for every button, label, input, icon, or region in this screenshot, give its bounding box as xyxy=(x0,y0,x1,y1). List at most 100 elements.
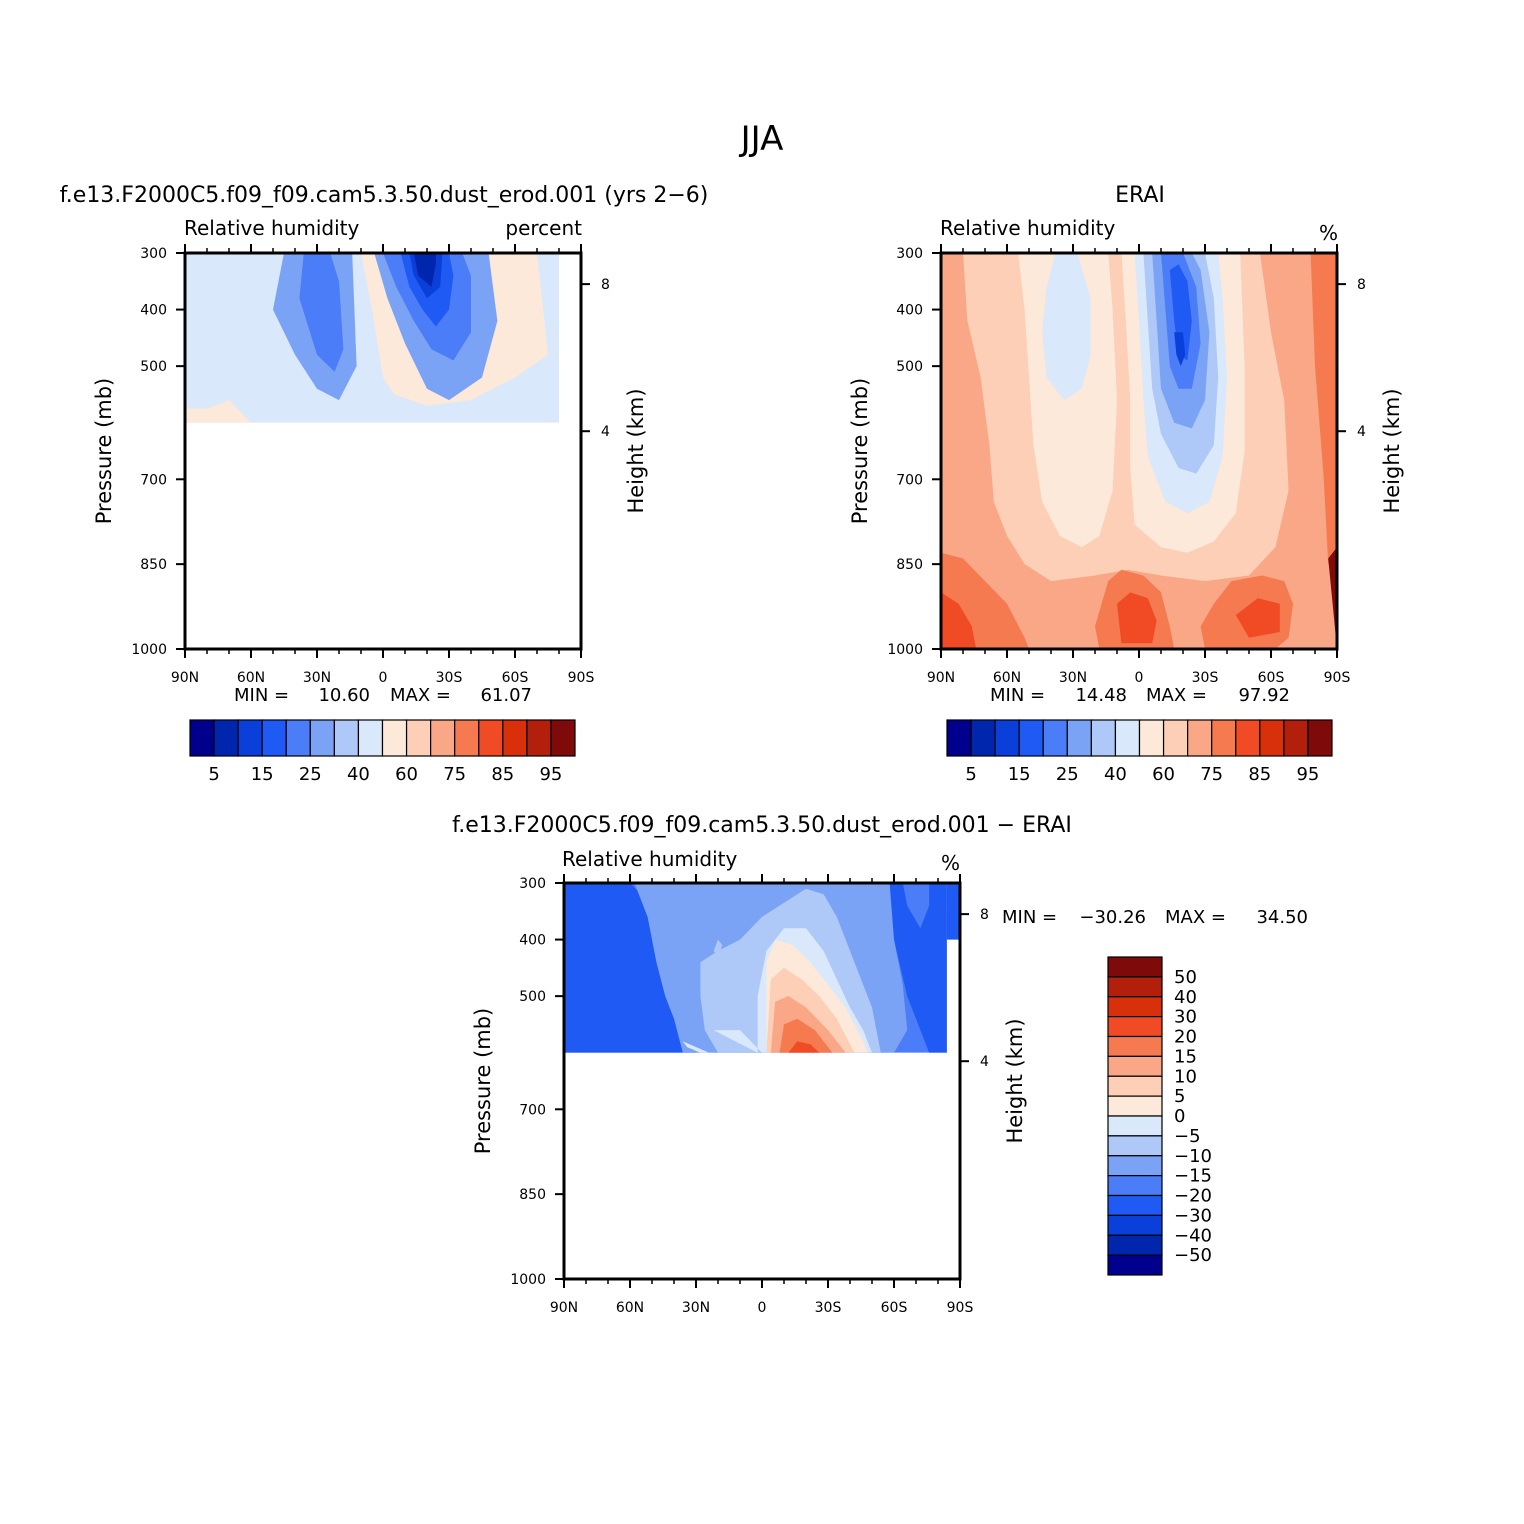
colorbar-label: 40 xyxy=(1174,987,1197,1008)
colorbar-box xyxy=(1259,719,1285,757)
figure-title: JJA xyxy=(739,119,784,159)
x-tick-label: 0 xyxy=(758,1300,767,1316)
colorbar-box xyxy=(1018,719,1044,757)
y2-tick-label: 8 xyxy=(601,277,610,293)
colorbar-label: 5 xyxy=(965,764,976,785)
contour-band xyxy=(1328,547,1337,649)
colorbar-label: 20 xyxy=(1174,1027,1197,1048)
y-tick-label: 850 xyxy=(519,1187,546,1203)
contour-band xyxy=(1169,264,1192,361)
max-value: 61.07 xyxy=(480,685,532,706)
colorbar-label: 95 xyxy=(1296,764,1319,785)
colorbar-box xyxy=(430,719,456,757)
colorbar-box xyxy=(970,719,996,757)
x-tick-label: 30N xyxy=(303,670,331,686)
colorbar-label: 10 xyxy=(1174,1066,1197,1087)
x-tick-label: 0 xyxy=(379,670,388,686)
max-value: 34.50 xyxy=(1256,907,1308,928)
y-tick-label: 700 xyxy=(140,472,167,488)
colorbar-label: 60 xyxy=(395,764,418,785)
max-label: MAX = xyxy=(1146,685,1207,706)
y-tick-label: 1000 xyxy=(887,642,923,658)
colorbar-box xyxy=(237,719,263,757)
colorbar-box xyxy=(1107,956,1163,978)
min-value: 10.60 xyxy=(318,685,370,706)
colorbar-box xyxy=(1107,1234,1163,1256)
colorbar-box xyxy=(309,719,335,757)
max-value: 97.92 xyxy=(1238,685,1290,706)
colorbar-label: 30 xyxy=(1174,1007,1197,1028)
colorbar-box xyxy=(1107,1254,1163,1276)
x-tick-label: 60N xyxy=(616,1300,644,1316)
contour-band xyxy=(885,883,947,1053)
x-tick-label: 60N xyxy=(993,670,1021,686)
colorbar-box xyxy=(1107,1075,1163,1097)
colorbar-label: 25 xyxy=(1056,764,1079,785)
colorbar-box xyxy=(1107,996,1163,1018)
y-tick-label: 500 xyxy=(519,989,546,1005)
panel-title: ERAI xyxy=(1115,183,1165,208)
panel-title: f.e13.F2000C5.f09_f09.cam5.3.50.dust_ero… xyxy=(452,813,1072,838)
colorbar-box xyxy=(1107,1175,1163,1197)
max-label: MAX = xyxy=(390,685,451,706)
colorbar-box xyxy=(1066,719,1092,757)
colorbar-box xyxy=(1187,719,1213,757)
colorbar-box xyxy=(946,719,972,757)
colorbar-box xyxy=(1107,1035,1163,1057)
variable-label: Relative humidity xyxy=(562,847,737,871)
colorbar-label: 85 xyxy=(1248,764,1271,785)
min-label: MIN = xyxy=(990,685,1045,706)
x-tick-label: 90N xyxy=(171,670,199,686)
y2-tick-label: 4 xyxy=(1357,424,1366,440)
contour-field xyxy=(564,883,960,1053)
colorbar-label: 95 xyxy=(539,764,562,785)
x-tick-label: 90S xyxy=(1324,670,1351,686)
colorbar: 5 15 25 40 60 75 85 95 xyxy=(189,719,576,785)
colorbar-box xyxy=(405,719,432,757)
x-tick-label: 30N xyxy=(682,1300,710,1316)
colorbar-box xyxy=(357,719,384,757)
y-axis-title: Pressure (mb) xyxy=(471,1008,495,1155)
x-tick-label: 60N xyxy=(237,670,265,686)
plot-area: 90N 60N 30N 0 30S 60S 90S 300 400 500 700 850 1000 8 4… xyxy=(92,244,648,686)
y2-tick-label: 8 xyxy=(1357,277,1366,293)
x-tick-label: 60S xyxy=(881,1300,908,1316)
x-tick-label: 90N xyxy=(927,670,955,686)
contour-band xyxy=(1174,332,1186,367)
contour-band xyxy=(788,1041,820,1053)
y2-tick-label: 4 xyxy=(980,1054,989,1070)
colorbar-box xyxy=(189,719,215,757)
y-tick-label: 1000 xyxy=(131,642,167,658)
contour-band xyxy=(941,275,963,333)
y-tick-label: 1000 xyxy=(510,1272,546,1288)
colorbar: 5 15 25 40 60 75 85 95 xyxy=(946,719,1333,785)
colorbar-box xyxy=(285,719,311,757)
x-tick-label: 90S xyxy=(568,670,595,686)
variable-label: Relative humidity xyxy=(184,216,359,240)
y2-axis-title: Height (km) xyxy=(1003,1018,1027,1143)
colorbar-label: −30 xyxy=(1174,1205,1212,1226)
colorbar-box xyxy=(333,719,360,757)
y-tick-label: 700 xyxy=(519,1102,546,1118)
contour-band xyxy=(564,883,696,1053)
y-tick-label: 300 xyxy=(896,246,923,262)
colorbar-box xyxy=(502,719,528,757)
min-label: MIN = xyxy=(1002,907,1057,928)
colorbar-label: 0 xyxy=(1174,1106,1185,1127)
min-value: 14.48 xyxy=(1075,685,1127,706)
y-axis-title: Pressure (mb) xyxy=(92,378,116,525)
contour-band xyxy=(1117,592,1157,644)
colorbar-label: −20 xyxy=(1174,1186,1212,1207)
contour-band xyxy=(1310,253,1337,565)
max-label: MAX = xyxy=(1165,907,1226,928)
contour-band xyxy=(946,883,960,940)
colorbar-box xyxy=(1283,719,1309,757)
colorbar-box xyxy=(526,719,552,757)
contour-band xyxy=(941,592,977,649)
y-tick-label: 700 xyxy=(896,472,923,488)
y-tick-label: 400 xyxy=(519,933,546,949)
contour-band xyxy=(682,1041,710,1053)
colorbar-label: 75 xyxy=(1200,764,1223,785)
